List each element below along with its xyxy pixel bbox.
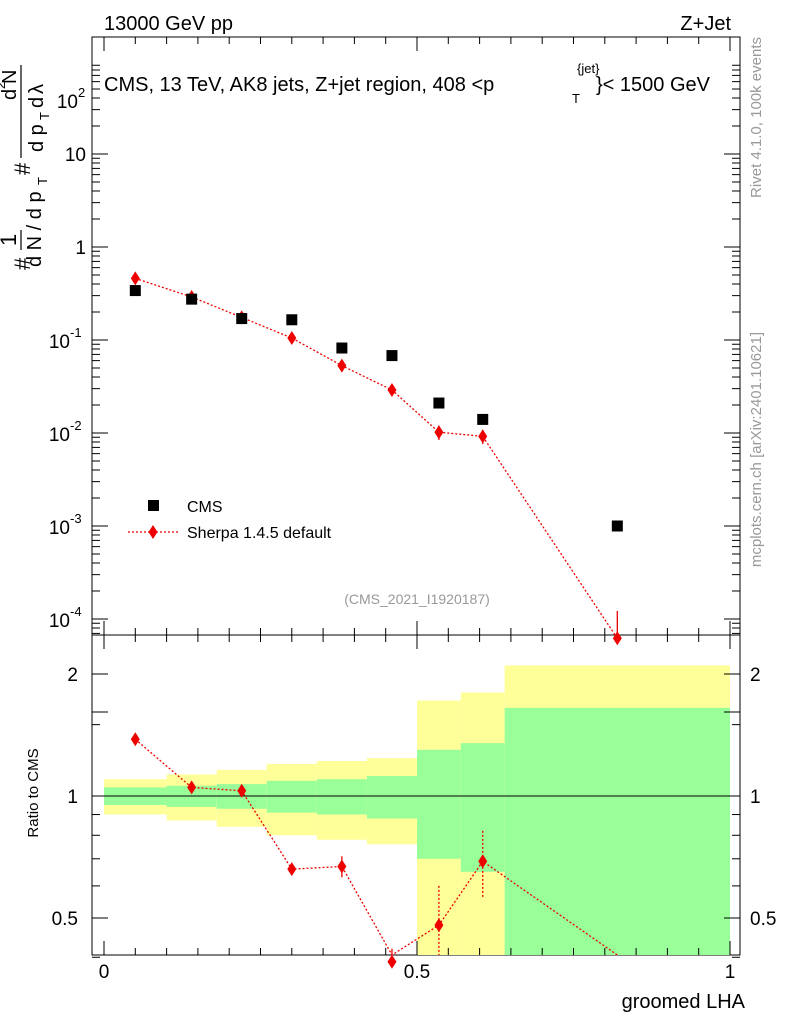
ratio-point (237, 783, 247, 798)
y-tick-label: 10 (49, 425, 70, 446)
ratio-band-stat (504, 707, 730, 955)
header-right-label: Z+Jet (680, 13, 731, 35)
ratio-band-stat (366, 776, 417, 819)
legend-cms-marker (148, 500, 159, 511)
y-tick-label: 10 (65, 145, 86, 166)
plot-title: CMS, 13 TeV, AK8 jets, Z+jet region, 408… (104, 61, 711, 106)
title-superscript: {jet} (577, 61, 600, 76)
cms-point (236, 313, 248, 325)
sherpa-point (287, 331, 297, 346)
title-end: }< 1500 GeV (596, 74, 711, 96)
sherpa-point (130, 271, 140, 286)
ratio-tick-label-right: 1 (750, 787, 761, 808)
ratio-tick-label-left: 1 (67, 787, 78, 808)
cms-point (477, 413, 489, 425)
ratio-point (187, 780, 197, 795)
sherpa-point (337, 358, 347, 373)
y-tick-label: 10 (49, 611, 70, 632)
y-tick-label: 10 (49, 332, 70, 353)
x-tick-label: 0 (99, 962, 110, 983)
title-subscript: T (572, 91, 580, 106)
x-tick-label: 1 (725, 962, 736, 983)
x-axis-label: groomed LHA (622, 991, 746, 1013)
cms-point (611, 520, 623, 532)
ratio-plot-frame (91, 634, 741, 956)
y-tick-exponent: -1 (70, 325, 82, 340)
y-tick-label: 1 (75, 238, 86, 259)
y-tick-exponent: -4 (70, 604, 82, 619)
cms-point (386, 350, 398, 362)
mcplots-label: mcplots.cern.ch [arXiv:2401.10621] (748, 332, 765, 567)
svg-text:T: T (37, 112, 52, 120)
ratio-point (387, 954, 397, 969)
cms-point (433, 397, 445, 409)
cms-point (186, 293, 198, 305)
legend-sherpa-label: Sherpa 1.4.5 default (187, 525, 332, 542)
header-left-label: 13000 GeV pp (104, 13, 233, 35)
ratio-tick-label-left: 2 (67, 665, 78, 686)
main-plot-frame (91, 36, 741, 636)
ratio-axis-ticks: 0.5 0.5 1 1 2 2 0 0.5 1 (52, 635, 776, 983)
svg-text:d: d (26, 97, 48, 108)
rivet-version-label: Rivet 4.1.0, 100k events (748, 37, 765, 198)
sherpa-point (387, 382, 397, 397)
ratio-band-stat (417, 749, 461, 859)
svg-text:d p: d p (26, 124, 48, 152)
ratio-point (337, 859, 347, 874)
ratio-uncertainty-bands (104, 665, 730, 955)
sherpa-point (478, 429, 488, 444)
y-tick-exponent: -3 (70, 511, 82, 526)
y-tick-exponent: -2 (70, 418, 82, 433)
y-tick-label: 10 (57, 92, 78, 113)
svg-text:T: T (35, 177, 50, 185)
sherpa-point (612, 631, 622, 646)
cms-point (129, 285, 141, 297)
ratio-point (287, 862, 297, 877)
ratio-sherpa-line (134, 738, 618, 956)
analysis-id-label: (CMS_2021_I1920187) (344, 591, 490, 607)
svg-text:N: N (0, 70, 21, 84)
cms-point (286, 314, 298, 326)
ratio-point (478, 854, 488, 869)
sherpa-point (434, 425, 444, 440)
ratio-point (130, 732, 140, 747)
ratio-band-stat (316, 779, 367, 815)
sherpa-line (135, 277, 618, 639)
legend-sherpa-marker (148, 525, 158, 539)
svg-text:d N / d p: d N / d p (24, 191, 46, 267)
ratio-data-series (130, 732, 618, 969)
x-tick-label: 0.5 (404, 962, 430, 983)
main-data-series (129, 271, 623, 646)
main-y-axis-label: # 1 d N / d p T # d 2 N d p T d λ (0, 65, 52, 270)
svg-text:λ: λ (26, 84, 48, 94)
svg-text:d: d (0, 89, 21, 100)
ratio-band-stat (460, 743, 505, 872)
cms-point (336, 342, 348, 354)
ratio-band-stat (266, 780, 317, 813)
title-main: CMS, 13 TeV, AK8 jets, Z+jet region, 408… (104, 74, 494, 96)
legend-cms-label: CMS (187, 499, 223, 516)
legend: CMS Sherpa 1.4.5 default (128, 499, 332, 542)
ratio-tick-label-right: 0.5 (750, 909, 776, 930)
svg-text:2: 2 (0, 82, 8, 89)
ratio-tick-label-left: 0.5 (52, 909, 78, 930)
svg-text:1: 1 (0, 234, 21, 246)
ratio-y-axis-label: Ratio to CMS (25, 748, 42, 837)
ratio-point (434, 918, 444, 933)
ratio-tick-label-right: 2 (750, 665, 761, 686)
y-tick-exponent: 2 (78, 85, 85, 100)
svg-text:#: # (10, 162, 35, 175)
svg-text:#: # (10, 257, 35, 270)
y-tick-label: 10 (49, 518, 70, 539)
